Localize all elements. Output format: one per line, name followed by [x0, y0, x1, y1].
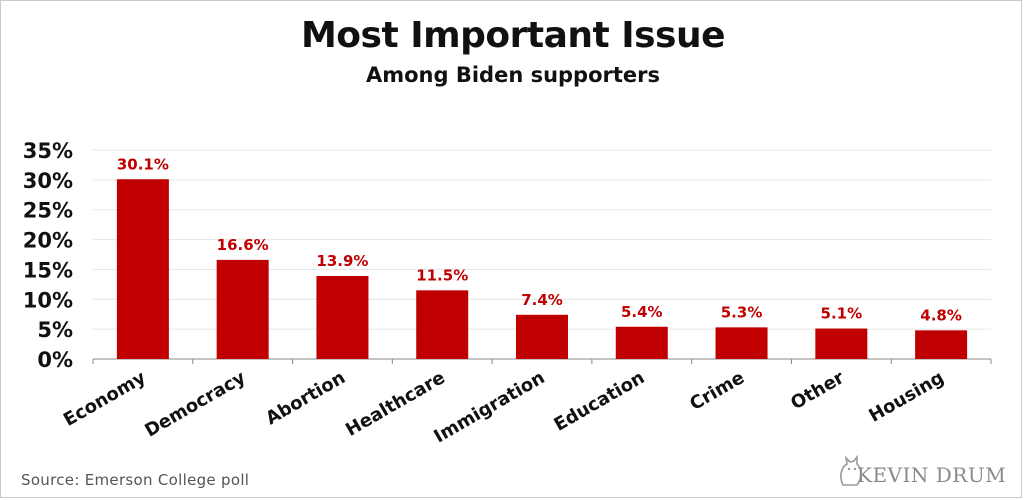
data-label: 4.8%	[920, 306, 962, 324]
x-tick-label: Immigration	[430, 367, 548, 447]
chart-subtitle: Among Biden supporters	[365, 63, 661, 87]
y-tick-label: 35%	[23, 139, 73, 163]
data-label: 5.1%	[821, 305, 863, 323]
bar-economy	[116, 179, 169, 359]
y-tick-label: 0%	[37, 348, 73, 372]
chart-title: Most Important Issue	[300, 15, 726, 56]
bar-education	[615, 326, 668, 359]
x-tick-label: Housing	[865, 367, 947, 427]
y-tick-label: 10%	[23, 288, 73, 312]
bar-housing	[915, 330, 968, 359]
logo-text: KEVIN DRUM	[857, 463, 1007, 487]
data-label: 11.5%	[416, 266, 468, 284]
data-label: 30.1%	[117, 155, 169, 173]
x-tick-label: Crime	[686, 367, 748, 415]
bar-healthcare	[416, 290, 469, 359]
data-label: 5.4%	[621, 303, 663, 321]
cat-logo-icon	[840, 455, 862, 486]
source-note: Source: Emerson College poll	[21, 471, 250, 489]
x-tick-label: Abortion	[262, 367, 349, 429]
x-tick-label: Education	[550, 367, 648, 436]
y-tick-label: 5%	[37, 318, 73, 342]
x-tick-label: Other	[787, 367, 848, 414]
bar-abortion	[316, 275, 369, 359]
bar-chart: 0% 5% 10% 15% 20% 25% 30% 35% 30.1% Economy 16.6% D…	[23, 139, 992, 447]
data-label: 16.6%	[217, 236, 269, 254]
x-tick-label: Democracy	[141, 367, 249, 442]
bar-immigration	[516, 314, 568, 359]
y-tick-label: 30%	[23, 169, 73, 193]
bar-other	[815, 328, 868, 359]
y-tick-label: 20%	[23, 229, 73, 253]
data-label: 13.9%	[316, 252, 368, 270]
bar-democracy	[216, 259, 269, 359]
x-tick-label: Economy	[60, 367, 150, 431]
data-label: 7.4%	[521, 291, 563, 309]
bar-crime	[715, 327, 768, 359]
data-label: 5.3%	[721, 303, 763, 321]
y-tick-label: 15%	[23, 258, 73, 282]
y-tick-label: 25%	[23, 199, 73, 223]
kevin-drum-logo: KEVIN DRUM	[837, 453, 1017, 493]
